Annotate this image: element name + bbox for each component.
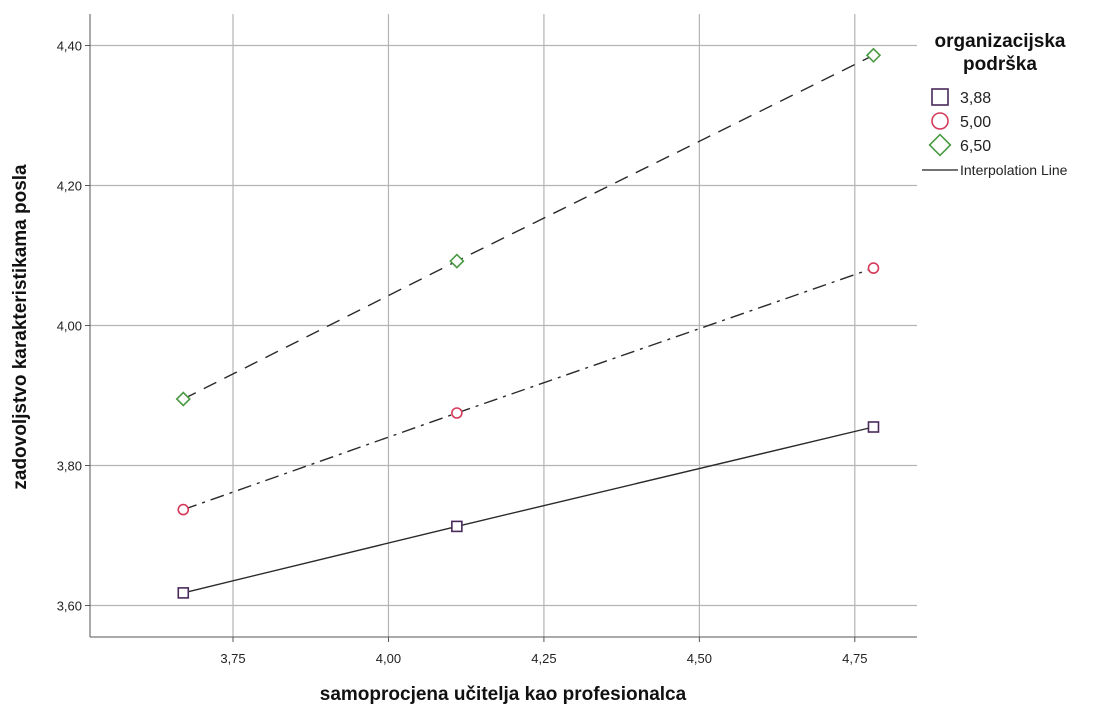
data-point-square <box>177 587 190 599</box>
x-tick-labels: 3,75 4,00 4,25 4,50 4,75 <box>220 637 867 666</box>
data-point-circle <box>177 503 190 516</box>
legend: organizacijska podrška 3,88 5,00 6,50 Inte… <box>922 31 1068 178</box>
data-point-circle <box>867 262 880 274</box>
x-tick-label: 4,50 <box>687 651 712 666</box>
grid-lines <box>90 14 917 637</box>
y-tick-label: 4,20 <box>57 179 82 194</box>
data-point-square <box>451 520 463 533</box>
series-line-circle <box>183 267 874 511</box>
y-axis-title: zadovoljstvo karakteristikama posla <box>10 164 31 490</box>
legend-items: 3,88 5,00 6,50 <box>928 88 991 157</box>
data-point-square <box>867 421 880 433</box>
legend-title-line-1: organizacijska <box>935 31 1066 52</box>
series-lines <box>182 54 874 594</box>
y-tick-labels: 3,60 3,80 4,00 4,20 4,40 <box>57 39 90 614</box>
legend-swatch-diamond <box>928 133 952 157</box>
legend-label: 6,50 <box>960 138 991 155</box>
x-axis-title: samoprocjena učitelja kao profesionalca <box>320 684 687 705</box>
y-tick-label: 4,40 <box>57 39 82 54</box>
data-point-diamond <box>865 47 882 63</box>
x-tick-label: 4,25 <box>531 651 556 666</box>
series-markers <box>175 47 882 599</box>
legend-interpolation-line-label: Interpolation Line <box>960 162 1068 178</box>
legend-label: 3,88 <box>960 90 991 107</box>
y-tick-label: 4,00 <box>57 319 82 334</box>
series-line-square <box>183 426 874 594</box>
legend-swatch-circle <box>931 112 949 130</box>
series-line-diamond <box>182 54 874 400</box>
data-point-circle <box>451 407 463 419</box>
legend-title-line-2: podrška <box>963 54 1037 75</box>
y-tick-label: 3,80 <box>57 459 82 474</box>
x-tick-label: 4,00 <box>376 651 401 666</box>
data-point-diamond <box>449 253 465 269</box>
data-point-diamond <box>175 391 191 407</box>
legend-label: 5,00 <box>960 114 991 131</box>
x-tick-label: 3,75 <box>220 651 245 666</box>
x-tick-label: 4,75 <box>842 651 867 666</box>
y-tick-label: 3,60 <box>57 599 82 614</box>
legend-swatch-square <box>931 88 949 106</box>
